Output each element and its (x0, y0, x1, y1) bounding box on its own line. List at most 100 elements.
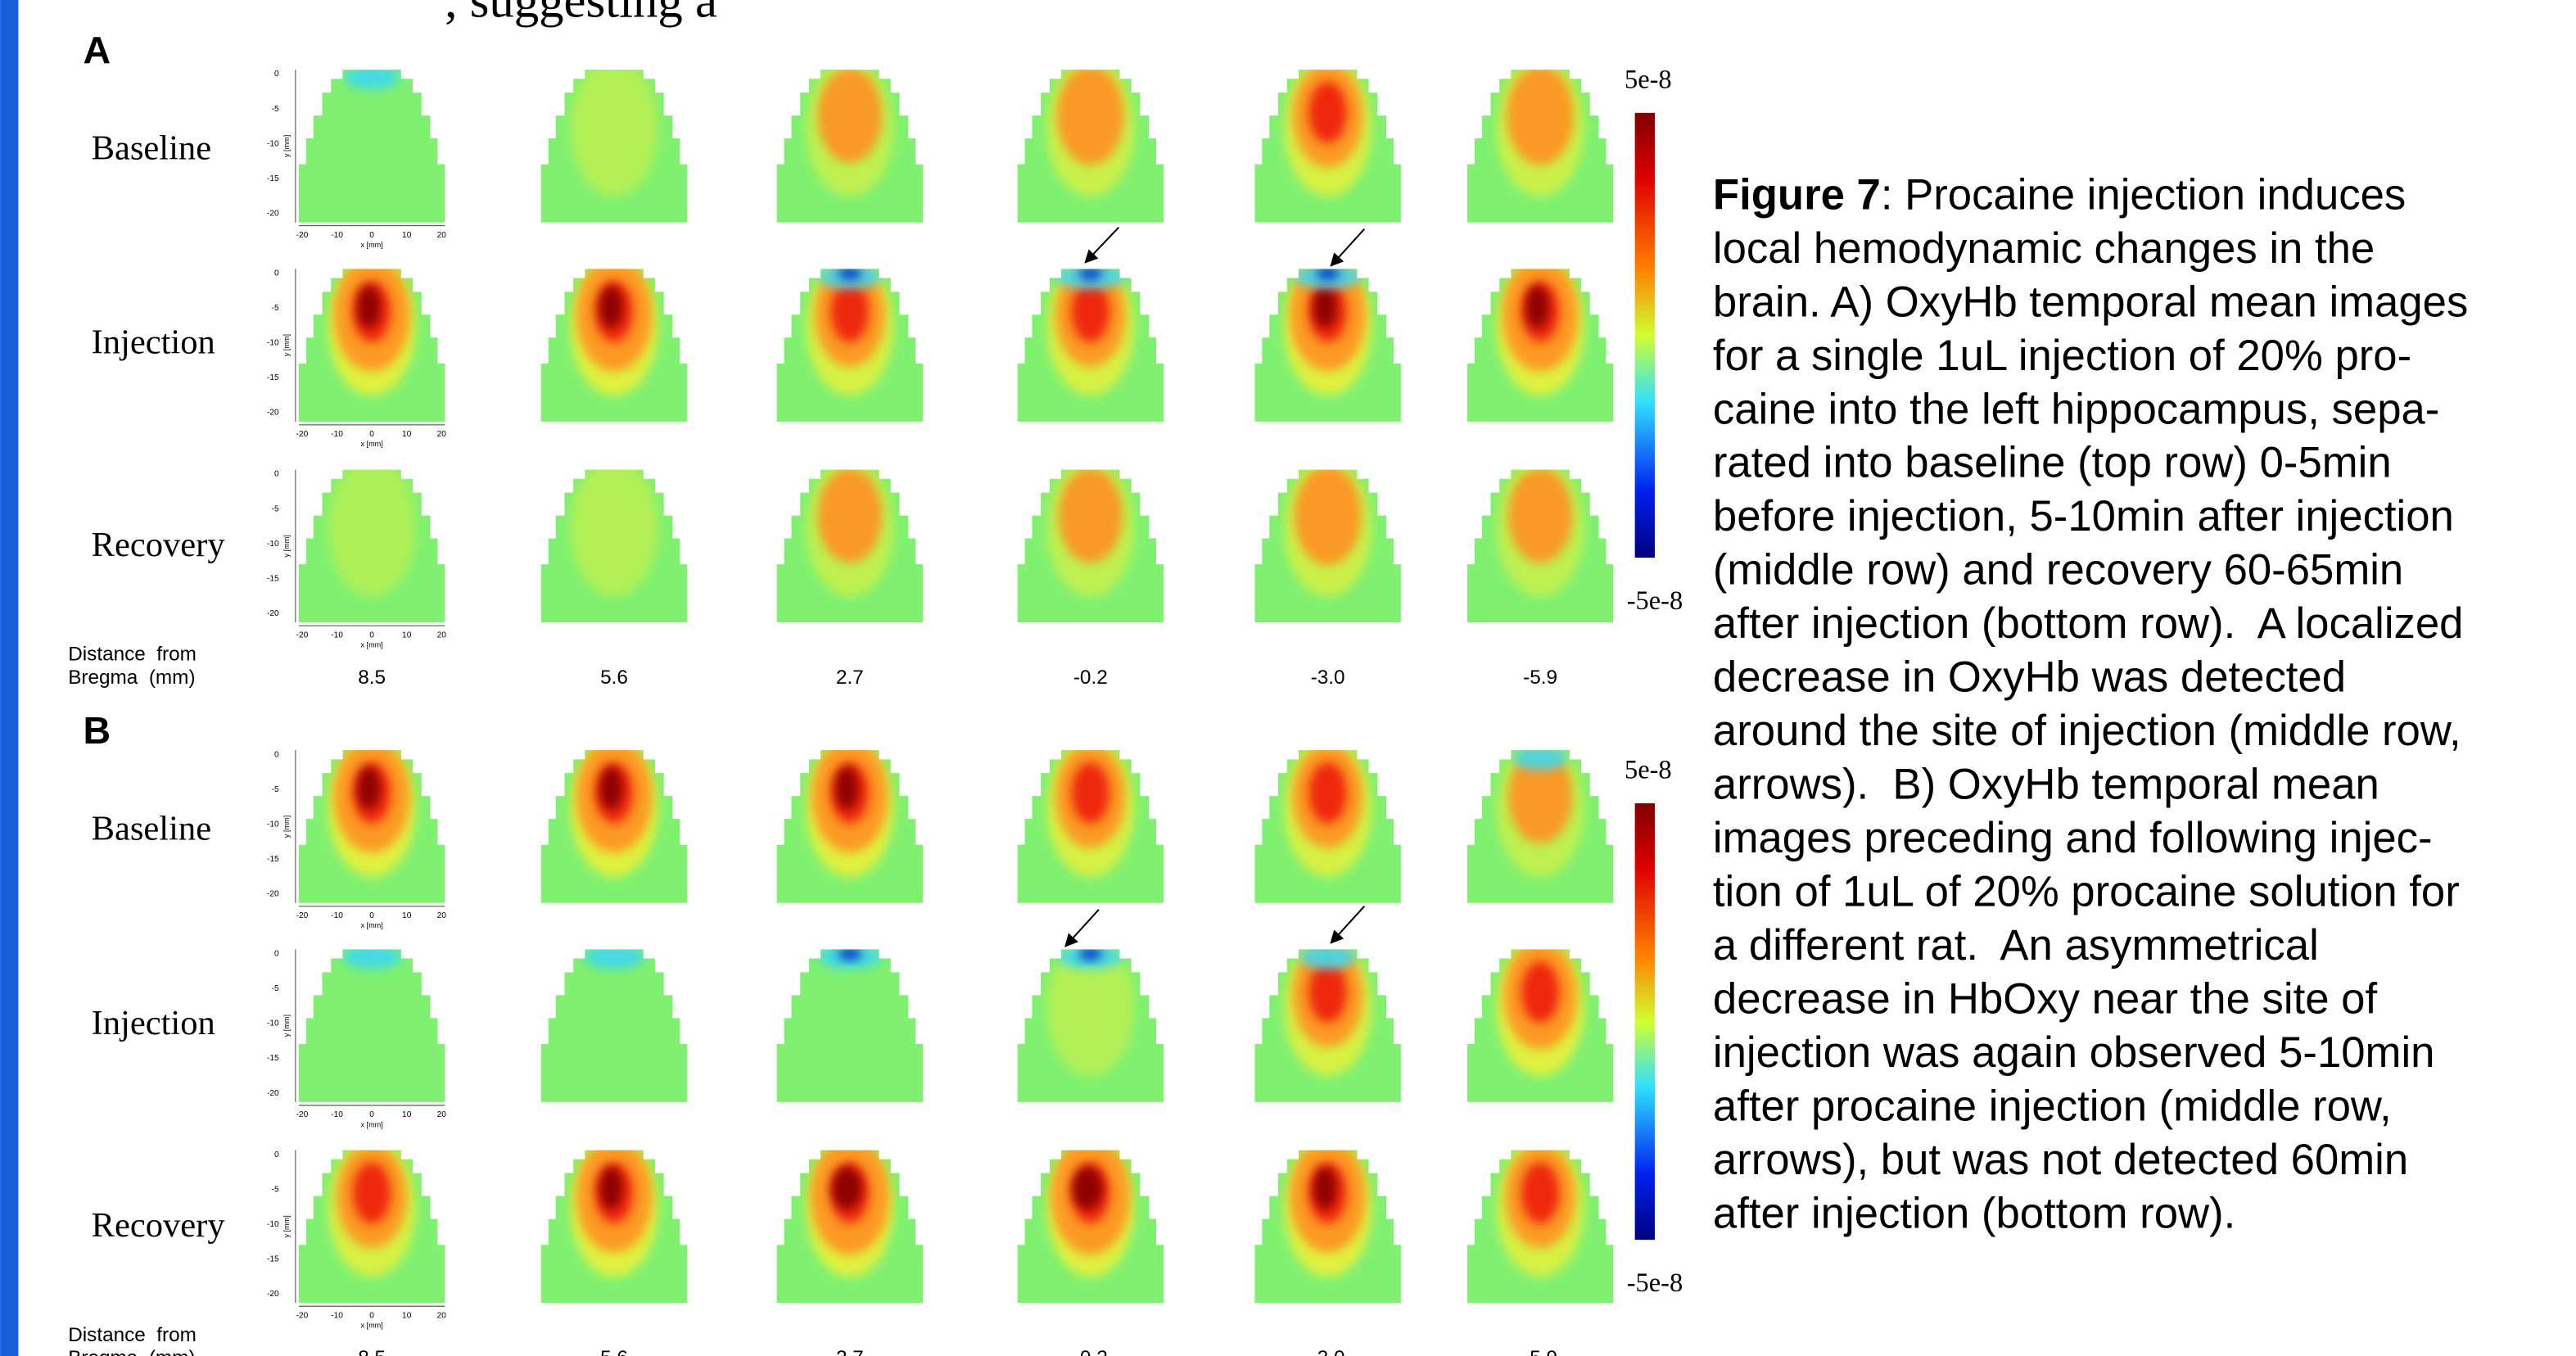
y-tick-label: -5 (272, 785, 279, 794)
heat-blobs (818, 945, 882, 970)
x-tick-label: -10 (331, 1311, 343, 1320)
heat-blob (1507, 66, 1574, 165)
y-tick-label: -20 (267, 609, 279, 618)
heat-blobs (1284, 258, 1372, 396)
heat-blob (1308, 762, 1346, 824)
row-label: Baseline (92, 810, 212, 848)
heat-map-image (541, 258, 687, 422)
heat-blob (342, 945, 401, 970)
row-label: Recovery (92, 1206, 226, 1245)
heat-blob (1295, 466, 1362, 565)
caption-text: a different rat. An asymmetrical (1713, 921, 2319, 970)
heat-blobs (1046, 459, 1134, 597)
x-tick-label: 0 (369, 1110, 374, 1119)
heat-map-image (777, 945, 923, 1102)
heat-blob (357, 286, 381, 328)
heat-map-image (777, 258, 923, 422)
caption-line: for a single 1uL injection of 20% pro- (1713, 332, 2411, 380)
heat-blobs (344, 66, 400, 90)
caption-text: images preceding and following injec- (1713, 814, 2433, 862)
heat-blob (1316, 267, 1340, 279)
y-tick-label: 0 (274, 750, 279, 759)
heat-blobs (571, 59, 658, 197)
heat-map-image (1254, 938, 1400, 1102)
colorbar (1635, 113, 1655, 558)
x-tick-label: -20 (296, 1110, 309, 1119)
colorbar-max-label: 5e-8 (1625, 756, 1672, 785)
arrow (1065, 910, 1099, 947)
distance-value: 5.6 (600, 667, 628, 689)
heat-blob (571, 459, 658, 597)
caption-line: local hemodynamic changes in the (1713, 224, 2375, 273)
y-axis-label: y [mm] (282, 135, 291, 157)
heat-blob (1057, 66, 1124, 165)
brain-outline (299, 949, 445, 1101)
caption-text: caine into the left hippocampus, sepa- (1713, 385, 2439, 433)
x-tick-label: 20 (437, 430, 447, 439)
caption-text: before injection, 5-10min after injectio… (1713, 492, 2454, 540)
distance-value: 8.5 (358, 667, 386, 689)
caption-text: around the site of injection (middle row… (1713, 707, 2461, 755)
heat-blobs (1497, 258, 1584, 396)
heat-map-image (541, 1140, 687, 1304)
heat-map-image (1467, 258, 1613, 422)
brain-outline (299, 70, 445, 222)
caption-text: injection was again observed 5-10min (1713, 1028, 2435, 1077)
heat-blob (1079, 267, 1103, 279)
heat-blobs (571, 739, 658, 877)
heat-map-image (1467, 459, 1613, 623)
heat-blobs (806, 59, 893, 197)
heat-blob (357, 767, 381, 810)
heat-map-image (1018, 59, 1164, 223)
x-tick-label: 0 (369, 231, 374, 240)
colorbar-min-label: -5e-8 (1627, 1268, 1683, 1298)
heat-blobs (1284, 459, 1372, 597)
caption-line: decrease in HbOxy near the site of (1713, 974, 2378, 1023)
y-tick-label: -10 (267, 820, 279, 829)
y-tick-label: 0 (274, 70, 279, 79)
caption-line: after procaine injection (middle row, (1713, 1082, 2392, 1130)
caption-line: before injection, 5-10min after injectio… (1713, 492, 2454, 540)
y-tick-label: -15 (267, 574, 279, 583)
heat-map-image (1254, 739, 1400, 903)
x-tick-label: -10 (331, 231, 343, 240)
heat-map-image (1467, 59, 1613, 223)
heat-blobs (1046, 1137, 1134, 1277)
heat-blob (1525, 286, 1549, 328)
heat-blob (344, 66, 400, 90)
caption-text: after injection (bottom row). A localize… (1713, 599, 2464, 648)
caption-text: decrease in HbOxy near the site of (1713, 974, 2378, 1023)
y-tick-label: -5 (272, 504, 279, 513)
y-tick-label: -5 (272, 984, 279, 993)
caption-line: decrease in OxyHb was detected (1713, 653, 2346, 702)
caption-text: for a single 1uL injection of 20% pro- (1713, 332, 2411, 380)
caption-line: (middle row) and recovery 60-65min (1713, 546, 2403, 594)
heat-blob (832, 1167, 862, 1209)
x-tick-label: -10 (331, 430, 343, 439)
y-tick-label: -20 (267, 409, 279, 418)
caption-text: : Procaine injection induces (1881, 170, 2406, 219)
heat-blobs (806, 258, 893, 396)
row-label: Injection (92, 323, 215, 362)
distance-label: Distance from (68, 1324, 197, 1346)
caption-text: arrows), but was not detected 60min (1713, 1136, 2408, 1184)
distance-value: -5.9 (1523, 667, 1557, 689)
x-tick-label: 10 (402, 911, 412, 920)
heat-blobs (342, 945, 401, 970)
heat-blob (838, 948, 862, 960)
distance-value: 2.7 (836, 1347, 864, 1356)
caption-line: rated into baseline (top row) 0-5min (1713, 439, 2392, 487)
heat-blob (1072, 1167, 1102, 1209)
heat-blob (1308, 82, 1346, 143)
heat-blob (1521, 961, 1559, 1023)
heat-blob (353, 1163, 391, 1224)
y-tick-label: -10 (267, 139, 279, 148)
heat-blobs (806, 739, 893, 877)
panel-label: A (83, 29, 111, 71)
heat-blobs (328, 739, 416, 877)
heat-blobs (584, 945, 644, 970)
arrow (1086, 228, 1119, 263)
heat-blob (1313, 1167, 1337, 1209)
distance-label: Distance from (68, 644, 197, 666)
